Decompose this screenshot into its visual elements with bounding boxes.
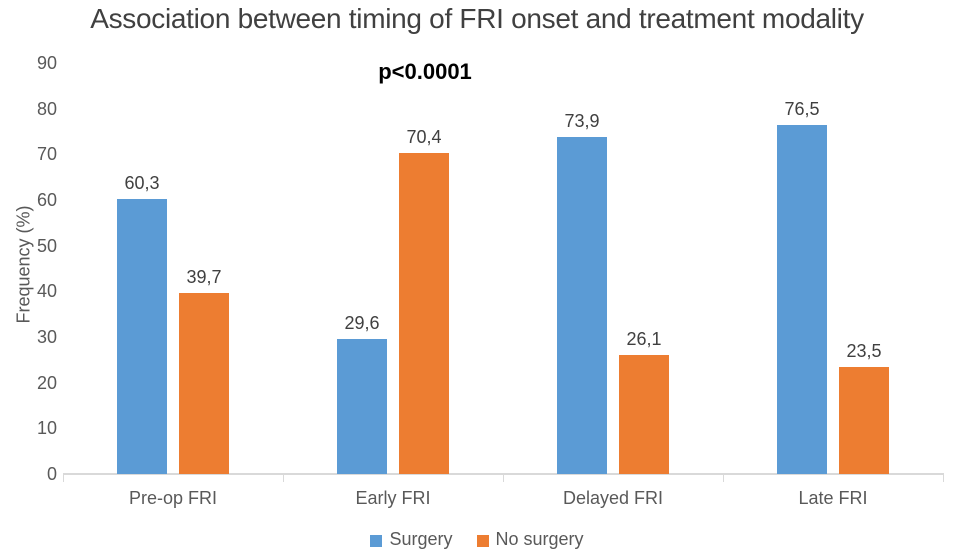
- bar-no-surgery-early-fri: [399, 153, 449, 474]
- y-axis-tick-label-20: 20: [36, 372, 57, 393]
- chart-title: Association between timing of FRI onset …: [90, 3, 864, 34]
- y-axis-tick-label-90: 90: [36, 53, 57, 73]
- legend: Surgery No surgery: [0, 529, 954, 550]
- y-axis-tick-label-80: 80: [36, 98, 57, 119]
- bar-surgery-early-fri: [337, 339, 387, 474]
- x-axis-tick-mark: [943, 473, 944, 482]
- y-axis-tick-label-40: 40: [36, 281, 57, 302]
- no-surgery-legend-swatch: [476, 534, 489, 547]
- value-label-no-surgery-pre-op-fri: 39,7: [186, 267, 222, 287]
- y-axis-tick-label-30: 30: [36, 327, 57, 347]
- x-axis-tick-mark: [723, 473, 724, 482]
- value-label-no-surgery-early-fri: 70,4: [406, 127, 442, 147]
- y-axis-tick-label-50: 50: [36, 235, 57, 256]
- value-label-surgery-delayed-fri: 73,9: [564, 111, 600, 131]
- y-axis-tick-label-70: 70: [36, 144, 57, 165]
- no-surgery-legend-label: No surgery: [495, 529, 584, 549]
- x-axis-label-early-fri: Early FRI: [355, 488, 431, 508]
- x-axis-label-delayed-fri: Delayed FRI: [562, 488, 664, 508]
- bar-no-surgery-delayed-fri: [619, 355, 669, 474]
- value-label-no-surgery-delayed-fri: 26,1: [626, 329, 662, 349]
- y-axis-tick-label-60: 60: [36, 190, 57, 210]
- bar-no-surgery-late-fri: [839, 367, 889, 474]
- x-axis-tick-mark: [503, 473, 504, 482]
- x-axis-tick-mark: [283, 473, 284, 482]
- bar-surgery-delayed-fri: [557, 137, 607, 474]
- p-value-annotation: p<0.0001: [378, 59, 472, 84]
- surgery-legend-swatch: [370, 534, 383, 547]
- x-axis-tick-mark: [63, 473, 64, 482]
- bar-no-surgery-pre-op-fri: [179, 293, 229, 474]
- value-label-no-surgery-late-fri: 23,5: [846, 341, 882, 361]
- bar-surgery-pre-op-fri: [117, 199, 167, 474]
- y-axis-tick-label-10: 10: [36, 418, 57, 439]
- legend-item-no-surgery: No surgery: [476, 529, 584, 550]
- surgery-legend-label: Surgery: [389, 529, 453, 549]
- value-label-surgery-early-fri: 29,6: [344, 313, 380, 333]
- bar-surgery-late-fri: [777, 125, 827, 474]
- value-label-surgery-late-fri: 76,5: [784, 99, 820, 119]
- y-axis-tick-label-0: 0: [46, 464, 57, 484]
- x-axis-label-pre-op-fri: Pre-op FRI: [128, 488, 218, 508]
- legend-item-surgery: Surgery: [370, 529, 453, 550]
- x-axis-label-late-fri: Late FRI: [798, 488, 868, 508]
- value-label-surgery-pre-op-fri: 60,3: [124, 173, 160, 193]
